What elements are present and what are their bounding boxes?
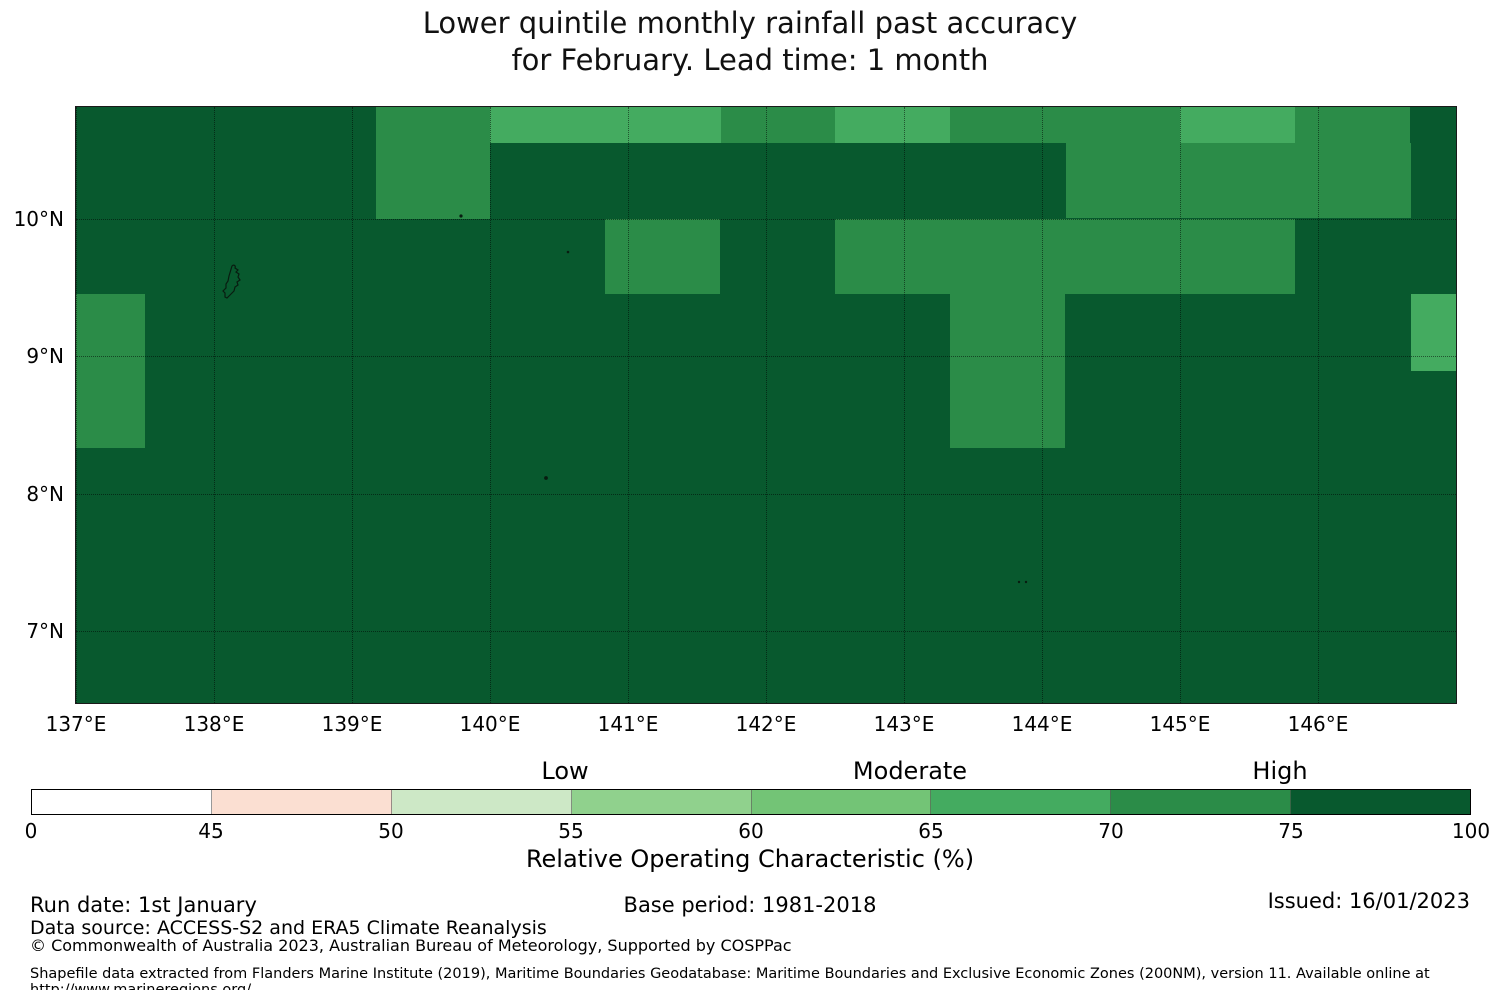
map-cell xyxy=(604,218,721,295)
parallel-gridline xyxy=(76,356,1456,358)
chart-title-line2: for February. Lead time: 1 month xyxy=(511,43,989,77)
map-cell xyxy=(949,294,1066,449)
map-cell xyxy=(1180,107,1295,143)
base-period-text: Base period: 1981-2018 xyxy=(623,893,877,917)
map-cell xyxy=(1410,294,1456,372)
meridian-gridline xyxy=(904,107,905,703)
colorbar-segment-50-55 xyxy=(391,790,572,814)
map-cell xyxy=(1294,107,1411,143)
colorbar-segment-0-45 xyxy=(32,790,212,814)
map-cell xyxy=(835,218,1295,295)
map-cell xyxy=(76,294,145,449)
map-cell xyxy=(490,107,721,143)
meridian-gridline xyxy=(1180,107,1181,703)
colorbar xyxy=(31,789,1471,815)
colorbar-tick-label: 75 xyxy=(1278,819,1304,843)
y-tick-label: 9°N xyxy=(26,344,64,369)
island-dot xyxy=(1024,580,1028,584)
map-cell xyxy=(949,107,1180,143)
x-tick-label: 141°E xyxy=(597,712,659,736)
colorbar-segment-70-75 xyxy=(1111,790,1292,814)
x-tick-label: 144°E xyxy=(1011,712,1073,736)
meridian-gridline xyxy=(76,107,77,703)
colorbar-tick-label: 50 xyxy=(378,819,404,843)
island-dot xyxy=(544,476,548,480)
colorbar-section-label-moderate: Moderate xyxy=(852,757,968,785)
x-tick-label: 139°E xyxy=(321,712,383,736)
colorbar-section-label-high: High xyxy=(1252,757,1308,785)
colorbar-tick-label: 100 xyxy=(1451,819,1491,843)
island-dot xyxy=(566,250,570,254)
y-tick-label: 10°N xyxy=(13,206,64,231)
map-panel xyxy=(75,106,1457,704)
colorbar-segment-45-50 xyxy=(211,790,392,814)
island-outline xyxy=(222,264,241,299)
meridian-gridline xyxy=(1042,107,1043,703)
x-tick-label: 138°E xyxy=(183,712,245,736)
meridian-gridline xyxy=(766,107,767,703)
meridian-gridline xyxy=(214,107,215,703)
colorbar-axis-label: Relative Operating Characteristic (%) xyxy=(525,845,975,873)
x-tick-label: 146°E xyxy=(1287,712,1349,736)
meridian-gridline xyxy=(490,107,491,703)
colorbar-segment-65-70 xyxy=(931,790,1112,814)
meridian-gridline xyxy=(1318,107,1319,703)
meridian-gridline xyxy=(628,107,629,703)
map-cell xyxy=(1065,142,1411,219)
x-tick-label: 145°E xyxy=(1149,712,1211,736)
parallel-gridline xyxy=(76,631,1456,633)
colorbar-segment-55-60 xyxy=(571,790,752,814)
colorbar-tick-label: 60 xyxy=(738,819,764,843)
colorbar-tick-label: 70 xyxy=(1098,819,1124,843)
colorbar-segment-75-100 xyxy=(1291,790,1470,814)
colorbar-segment-60-65 xyxy=(751,790,932,814)
data-source-text: Data source: ACCESS-S2 and ERA5 Climate … xyxy=(30,917,547,939)
issued-date-text: Issued: 16/01/2023 xyxy=(1267,889,1470,913)
x-tick-label: 142°E xyxy=(735,712,797,736)
x-tick-label: 140°E xyxy=(459,712,521,736)
shapefile-attribution-text: Shapefile data extracted from Flanders M… xyxy=(30,966,1430,990)
x-tick-label: 143°E xyxy=(873,712,935,736)
x-tick-label: 137°E xyxy=(45,712,107,736)
colorbar-tick-label: 55 xyxy=(558,819,584,843)
colorbar-tick-label: 0 xyxy=(24,819,38,843)
copyright-text: © Commonwealth of Australia 2023, Austra… xyxy=(30,936,792,955)
chart-title-line1: Lower quintile monthly rainfall past acc… xyxy=(422,6,1078,40)
colorbar-tick-label: 45 xyxy=(198,819,224,843)
map-cell xyxy=(375,107,490,219)
map-cell xyxy=(720,107,835,143)
colorbar-section-label-low: Low xyxy=(541,757,589,785)
y-tick-label: 8°N xyxy=(26,481,64,506)
island-dot xyxy=(1017,580,1021,584)
y-tick-label: 7°N xyxy=(26,619,64,644)
page-title: Lower quintile monthly rainfall past acc… xyxy=(0,5,1500,79)
parallel-gridline xyxy=(76,493,1456,495)
map-cell xyxy=(835,107,950,143)
parallel-gridline xyxy=(76,218,1456,220)
meridian-gridline xyxy=(352,107,353,703)
run-date-text: Run date: 1st January xyxy=(30,893,257,917)
colorbar-tick-label: 65 xyxy=(918,819,944,843)
